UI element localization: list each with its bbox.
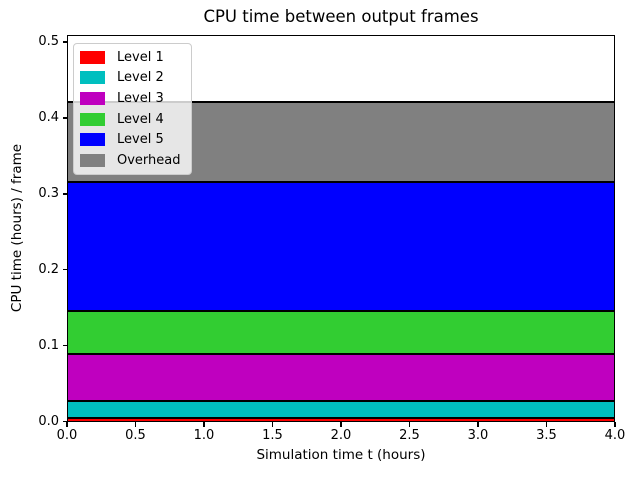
y-tick-mark xyxy=(62,420,67,423)
y-tick-mark xyxy=(62,41,67,43)
legend-swatch-overhead xyxy=(80,154,105,168)
x-tick-mark xyxy=(340,422,342,427)
legend-item: Level 1 xyxy=(80,47,187,67)
x-tick-label: 4.0 xyxy=(604,428,626,443)
x-tick-mark xyxy=(408,422,411,427)
x-tick-mark xyxy=(203,422,205,427)
y-tick-mark xyxy=(62,268,67,271)
x-tick-mark xyxy=(271,422,274,427)
area-band-level-3 xyxy=(68,352,614,400)
x-tick-mark xyxy=(477,422,479,427)
x-axis-label: Simulation time t (hours) xyxy=(256,447,426,463)
area-band-level-4 xyxy=(68,310,614,353)
y-tick-label: 0.2 xyxy=(38,262,59,278)
legend-swatch-level-2 xyxy=(80,71,105,85)
legend-item: Level 3 xyxy=(80,89,187,109)
y-tick-label: 0.5 xyxy=(38,34,59,50)
y-tick-mark xyxy=(62,344,67,347)
y-tick-mark xyxy=(62,117,67,119)
x-tick-label: 2.5 xyxy=(399,428,420,443)
y-tick-label: 0.1 xyxy=(38,338,59,354)
area-band-level-5 xyxy=(68,181,614,311)
x-tick-label: 1.5 xyxy=(262,428,283,443)
legend-item: Level 5 xyxy=(80,130,187,150)
x-tick-label: 0.0 xyxy=(56,428,78,443)
x-tick-mark xyxy=(614,422,616,427)
legend-swatch-level-1 xyxy=(80,50,105,64)
x-tick-mark xyxy=(66,422,68,427)
legend-item: Overhead xyxy=(80,151,187,171)
area-band-level-2 xyxy=(68,399,614,418)
x-tick-label: 0.5 xyxy=(125,428,146,443)
y-tick-label: 0.3 xyxy=(38,186,59,202)
legend-label: Level 3 xyxy=(117,91,164,107)
x-tick-label: 3.0 xyxy=(467,428,489,443)
legend-swatch-level-5 xyxy=(80,133,105,147)
legend-swatch-level-4 xyxy=(80,112,105,126)
x-tick-label: 3.5 xyxy=(536,428,557,443)
legend-swatch-level-3 xyxy=(80,92,105,106)
y-axis-label: CPU time (hours) / frame xyxy=(9,143,25,313)
legend-label: Level 5 xyxy=(117,132,164,148)
legend-item: Level 2 xyxy=(80,68,187,88)
legend-label: Overhead xyxy=(117,153,181,169)
legend-label: Level 1 xyxy=(117,49,164,65)
x-tick-label: 2.0 xyxy=(330,428,352,443)
legend-item: Level 4 xyxy=(80,109,187,129)
x-tick-mark xyxy=(134,422,137,427)
y-tick-mark xyxy=(62,193,67,195)
legend: Level 1 Level 2 Level 3 Level 4 Level 5 Overh… xyxy=(73,43,192,175)
area-band-level-1 xyxy=(68,417,614,421)
plot-area: Level 1 Level 2 Level 3 Level 4 Level 5 Overh… xyxy=(67,35,615,422)
chart-title: CPU time between output frames xyxy=(203,7,479,26)
y-tick-label: 0.4 xyxy=(38,110,59,126)
x-tick-label: 1.0 xyxy=(193,428,215,443)
x-tick-mark xyxy=(545,422,548,427)
legend-label: Level 2 xyxy=(117,70,164,86)
y-tick-label: 0.0 xyxy=(38,414,59,429)
legend-label: Level 4 xyxy=(117,111,164,127)
